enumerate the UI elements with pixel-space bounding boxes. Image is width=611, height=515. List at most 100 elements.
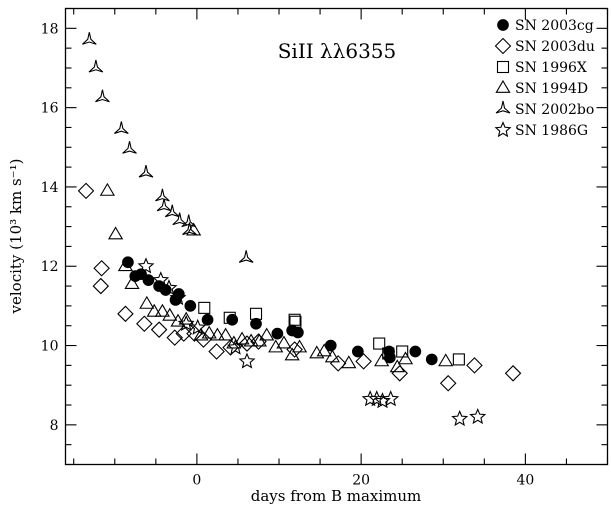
data-point [438, 353, 454, 367]
data-point [276, 335, 292, 349]
data-point [155, 188, 170, 202]
data-point [292, 326, 304, 339]
data-point [352, 345, 364, 358]
legend-label: SN 2003du [515, 39, 595, 55]
data-point [184, 300, 197, 312]
data-point [291, 339, 308, 353]
x-axis-title: days from B maximum [251, 487, 422, 505]
series-sn-1996x [198, 301, 465, 366]
legend-marker [494, 121, 512, 138]
data-point [238, 352, 256, 369]
data-point [99, 182, 115, 196]
data-point [201, 325, 217, 339]
data-point [329, 355, 347, 372]
data-point [504, 365, 522, 382]
data-point [397, 351, 414, 365]
legend-label: SN 1994D [515, 81, 588, 97]
data-point [249, 307, 263, 320]
data-point [243, 333, 259, 347]
data-point [250, 317, 262, 330]
data-point [208, 343, 225, 360]
y-tick-label: 12 [41, 259, 59, 275]
y-tick-label: 18 [41, 21, 59, 37]
data-point [189, 318, 207, 335]
x-tick-label: 20 [352, 473, 370, 489]
data-point [136, 315, 153, 333]
legend-label: SN 1986G [515, 123, 588, 139]
data-point [146, 303, 162, 317]
data-point [316, 343, 332, 357]
series-sn-1994d [99, 182, 454, 373]
data-markers [77, 32, 522, 427]
data-point [152, 271, 170, 288]
axis-ticks [65, 7, 609, 466]
data-point [466, 357, 483, 374]
data-point [114, 121, 129, 134]
data-point [382, 390, 400, 407]
data-point [142, 274, 155, 286]
data-point [177, 314, 195, 331]
data-point [185, 222, 202, 236]
data-point [166, 329, 183, 346]
data-point [389, 359, 405, 373]
data-point [93, 259, 110, 277]
data-point [238, 250, 254, 263]
data-point [195, 331, 212, 348]
data-point [137, 257, 155, 274]
data-point [223, 311, 236, 324]
legend: SN 2003cg SN 2003du SN 1996X SN 1994D SN 200… [494, 18, 595, 139]
data-point [289, 315, 302, 328]
legend-label: SN 2003cg [515, 18, 594, 34]
data-point [124, 275, 140, 289]
data-point [95, 89, 110, 103]
data-point [361, 390, 379, 407]
data-point [324, 339, 337, 352]
data-point [396, 345, 409, 358]
data-point [82, 32, 97, 45]
series-sn-2002bo [82, 32, 254, 263]
data-point [156, 198, 172, 212]
data-point [160, 279, 178, 296]
data-point [374, 392, 391, 409]
plot-frame [64, 7, 609, 466]
axis-tick-labels: 0 20 40 8 10 12 14 16 18 [41, 21, 535, 488]
data-point [373, 337, 386, 350]
legend-marker [497, 19, 509, 31]
data-point [409, 345, 422, 358]
data-point [227, 338, 244, 355]
data-point [117, 258, 134, 272]
y-tick-label: 14 [41, 180, 59, 196]
data-point [154, 303, 171, 317]
data-point [162, 307, 178, 321]
data-point [169, 289, 187, 306]
data-point [222, 339, 239, 356]
data-point [164, 204, 180, 218]
data-point [368, 390, 386, 407]
legend-marker [496, 60, 510, 74]
data-point [107, 226, 124, 240]
data-point [139, 295, 155, 309]
data-point [117, 305, 134, 323]
chart-annotation: SiII λλ6355 [278, 39, 397, 63]
data-point [451, 409, 469, 427]
data-point [288, 313, 301, 326]
y-tick-label: 16 [41, 101, 59, 117]
data-point [391, 365, 409, 382]
data-point [201, 313, 214, 326]
data-point [259, 327, 275, 341]
data-point [284, 347, 300, 361]
legend-marker [495, 79, 511, 93]
series-sn-1986g [137, 257, 487, 427]
data-point [138, 164, 154, 178]
data-point [92, 277, 110, 295]
legend-marker [495, 100, 511, 114]
y-axis-title: velocity (10³ km s⁻¹) [7, 159, 25, 315]
data-point [384, 351, 396, 364]
data-point [178, 311, 194, 325]
x-tick-label: 0 [192, 473, 201, 489]
data-point [425, 353, 438, 366]
data-point [452, 353, 465, 366]
x-tick-label: 40 [516, 473, 534, 489]
data-point [268, 339, 284, 353]
